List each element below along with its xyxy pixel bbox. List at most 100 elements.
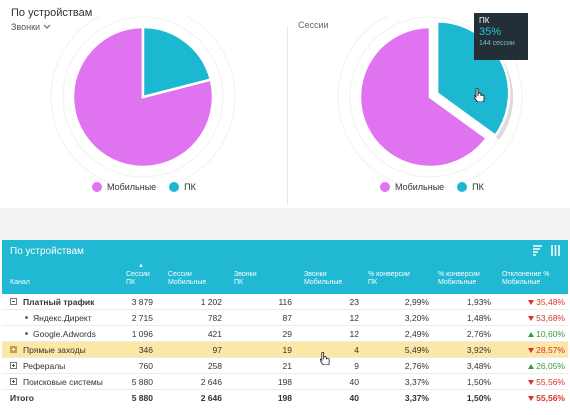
hand-cursor-icon — [474, 88, 485, 102]
calls-legend: Мобильные ПК — [92, 182, 209, 192]
value-cell: 29 — [282, 329, 292, 339]
value-cell: 760 — [138, 361, 153, 371]
legend-mobile-label: Мобильные — [107, 182, 157, 192]
section-gap — [0, 208, 570, 240]
table-body: Платный трафик 3 879 1 202 116 23 2,99% 1,93% 3… — [2, 294, 568, 406]
column-header-6[interactable]: % конверсии Мобильные — [438, 271, 480, 287]
column-header-line: Сессии — [126, 271, 150, 278]
value-cell: 40 — [349, 377, 359, 387]
charts-panel: По устройствам Звонки Сессии Мобильные П… — [11, 7, 528, 204]
expand-icon[interactable] — [10, 362, 17, 369]
table-row[interactable]: Прямые заходы 346 97 19 4 5,49% 3,92% 28,57% — [2, 342, 568, 358]
pc-dot-icon — [169, 182, 180, 192]
arrow-down-icon — [528, 396, 535, 401]
pie-slice-pc[interactable] — [141, 25, 213, 99]
value-cell: 3,37% — [404, 377, 429, 387]
filter-icon[interactable] — [533, 245, 542, 256]
arrow-up-icon — [528, 332, 535, 337]
value-cell: 23 — [349, 297, 359, 307]
column-header-0[interactable]: Канал — [10, 279, 30, 287]
value-cell: 9 — [354, 361, 359, 371]
column-header-line: Сессии — [168, 271, 192, 278]
value-cell: 198 — [277, 377, 292, 387]
legend-mobile[interactable]: Мобильные — [92, 182, 156, 192]
value-cell: 3,48% — [466, 361, 491, 371]
table-column-headers: Канал Сессии ПК Сессии Мобильные Звонки ПК Звон… — [2, 263, 568, 294]
channel-name: Google.Adwords — [33, 329, 96, 339]
legend-pc-label: ПК — [184, 182, 196, 192]
column-header-3[interactable]: Звонки ПК — [234, 271, 257, 287]
column-header-2[interactable]: Сессии Мобильные — [168, 271, 206, 287]
value-cell: 2 646 — [200, 393, 222, 403]
column-header-4[interactable]: Звонки Мобильные — [304, 271, 342, 287]
value-cell: 1 096 — [131, 329, 153, 339]
value-cell: 2,76% — [404, 361, 429, 371]
deviation-value: 28,57% — [536, 345, 565, 355]
bullet-icon — [25, 316, 28, 319]
deviation-value: 53,68% — [536, 313, 565, 323]
expand-icon[interactable] — [10, 346, 17, 353]
value-cell: 1,50% — [466, 393, 491, 403]
table-row[interactable]: Итого 5 880 2 646 198 40 3,37% 1,50% 55,56% — [2, 390, 568, 406]
value-cell: 1,48% — [466, 313, 491, 323]
value-cell: 3,20% — [404, 313, 429, 323]
pie-slice-mobile[interactable] — [358, 25, 489, 169]
legend-mobile[interactable]: Мобильные — [380, 182, 444, 192]
collapse-icon[interactable] — [10, 298, 17, 305]
value-cell: 2 715 — [131, 313, 153, 323]
table-row[interactable]: Яндекс.Директ 2 715 782 87 12 3,20% 1,48% 53,68… — [2, 310, 568, 326]
deviation-value: 26,05% — [536, 361, 565, 371]
column-header-line: ПК — [126, 279, 136, 286]
deviation-value: 10,60% — [536, 329, 565, 339]
arrow-down-icon — [528, 300, 535, 305]
arrow-down-icon — [528, 316, 535, 321]
tooltip-sessions: 144 сессии — [479, 40, 515, 47]
columns-icon[interactable] — [551, 245, 560, 256]
channel-name: Прямые заходы — [23, 345, 86, 355]
sort-up-icon[interactable]: ▲ — [138, 263, 144, 269]
pc-dot-icon — [457, 182, 468, 192]
pie-guide-ring — [62, 16, 224, 178]
metric-dropdown[interactable]: Звонки — [11, 22, 51, 32]
value-cell: 116 — [278, 297, 292, 307]
charts-divider — [287, 26, 288, 204]
arrow-down-icon — [528, 380, 535, 385]
arrow-up-icon — [528, 364, 535, 369]
metric-dropdown-label: Звонки — [11, 22, 41, 32]
channel-name: Итого — [10, 393, 34, 403]
channel-cell: Яндекс.Директ — [10, 313, 92, 323]
column-header-5[interactable]: % конверсии ПК — [368, 271, 410, 287]
value-cell: 3,92% — [466, 345, 491, 355]
column-header-line: % конверсии — [438, 271, 480, 278]
column-header-1[interactable]: Сессии ПК — [126, 271, 150, 287]
table-row[interactable]: Google.Adwords 1 096 421 29 12 2,49% 2,76% 10,6… — [2, 326, 568, 342]
channel-cell: Поисковые системы — [10, 377, 103, 387]
value-cell: 198 — [277, 393, 292, 403]
pie-guide-ring — [50, 15, 236, 185]
legend-pc[interactable]: ПК — [169, 182, 196, 192]
column-header-line: Мобильные — [438, 279, 477, 286]
sessions-label: Сессии — [298, 20, 329, 30]
channel-cell: Рефералы — [10, 361, 65, 371]
column-header-line: Звонки — [234, 271, 257, 278]
column-header-line: Мобильные — [168, 279, 207, 286]
deviation-cell: 35,48% — [528, 297, 565, 307]
calls-pie-chart — [50, 15, 236, 185]
expand-icon[interactable] — [10, 378, 17, 385]
value-cell: 40 — [349, 393, 359, 403]
channel-name: Платный трафик — [23, 297, 95, 307]
table-row[interactable]: Поисковые системы 5 880 2 646 198 40 3,37% 1,5… — [2, 374, 568, 390]
table-row[interactable]: Платный трафик 3 879 1 202 116 23 2,99% 1,93% 3… — [2, 294, 568, 310]
charts-title: По устройствам — [11, 7, 93, 19]
value-cell: 97 — [212, 345, 222, 355]
deviation-value: 35,48% — [536, 297, 565, 307]
legend-mobile-label: Мобильные — [395, 182, 445, 192]
column-header-7[interactable]: Отклонение % Мобильные — [502, 271, 549, 287]
column-header-line: Звонки — [304, 271, 327, 278]
table-row[interactable]: Рефералы 760 258 21 9 2,76% 3,48% 26,05% — [2, 358, 568, 374]
value-cell: 3 879 — [131, 297, 153, 307]
value-cell: 12 — [349, 329, 359, 339]
channel-name: Яндекс.Директ — [33, 313, 92, 323]
legend-pc[interactable]: ПК — [457, 182, 484, 192]
deviation-cell: 55,56% — [528, 377, 565, 387]
